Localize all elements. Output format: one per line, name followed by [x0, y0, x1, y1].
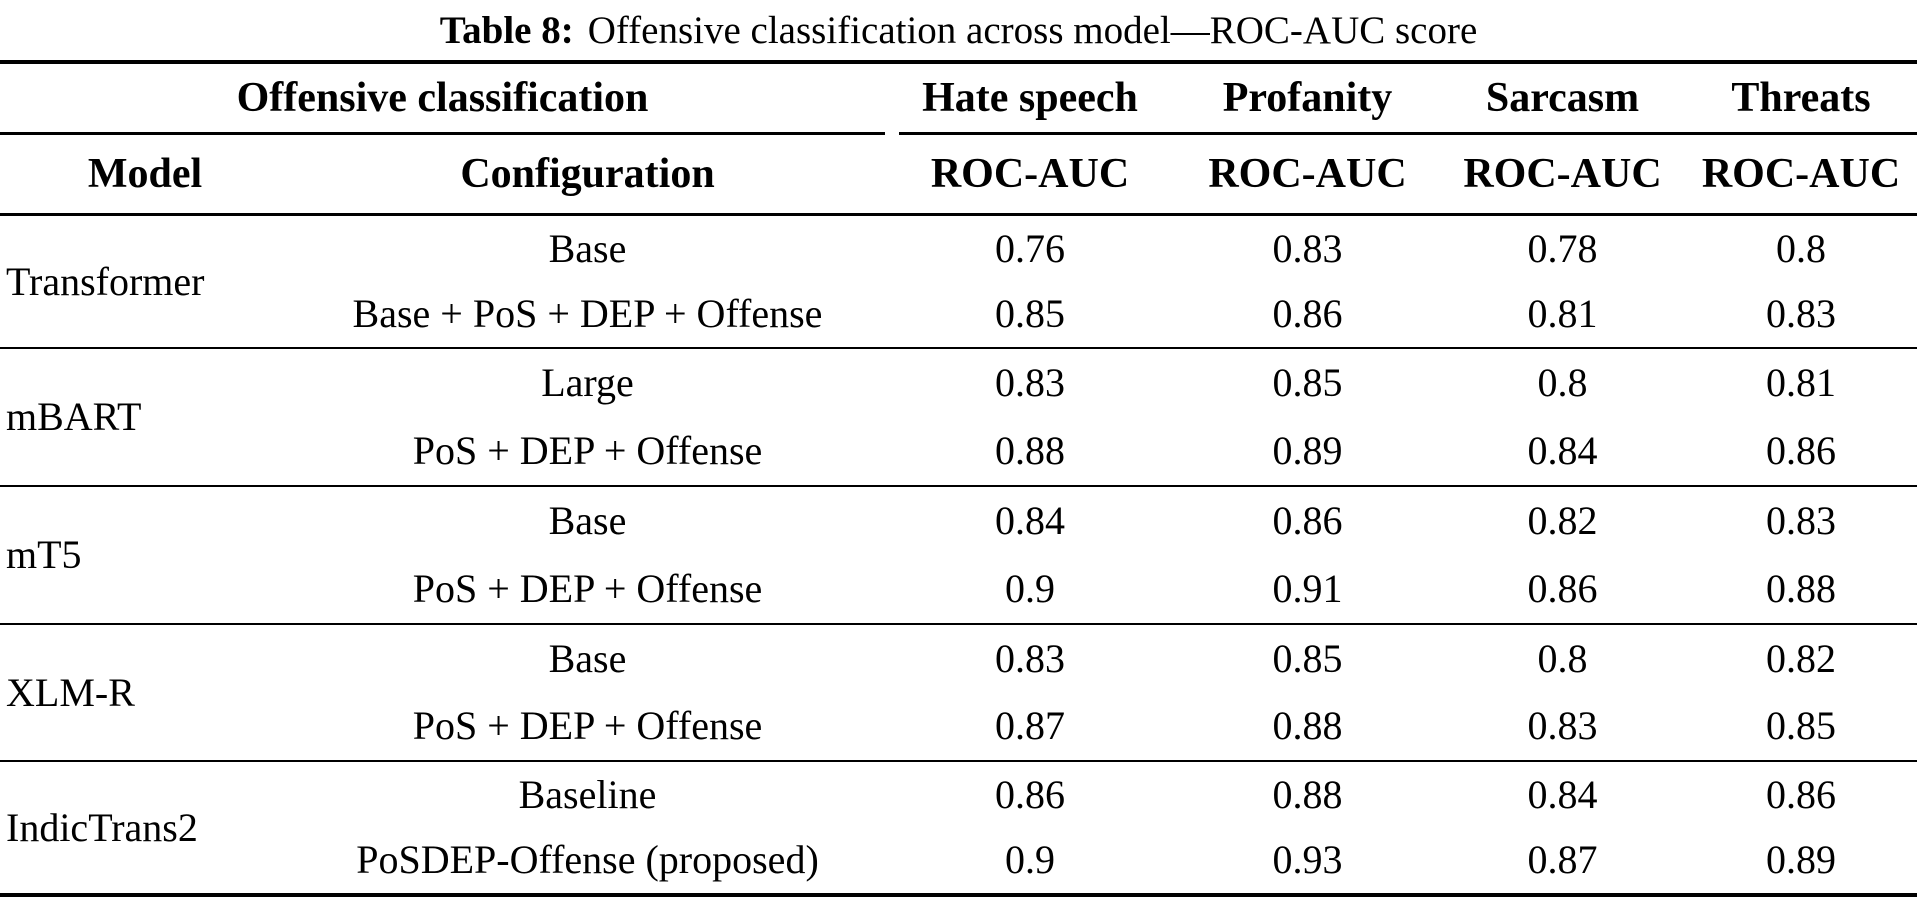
score-cell: 0.88 [1272, 771, 1343, 817]
score-cell: 0.91 [1272, 566, 1343, 611]
model-name: mBART [6, 394, 142, 439]
header-rocauc-sarcasm: ROC-AUC [1463, 151, 1662, 197]
cmid-rule-left [0, 132, 885, 135]
score-cell: 0.8 [1776, 225, 1826, 271]
score-cell: 0.88 [995, 428, 1065, 473]
model-group-transformer: Transformer Base 0.76 0.83 0.78 0.8 Base… [0, 216, 1917, 347]
score-cell: 0.81 [1766, 360, 1836, 405]
header-configuration: Configuration [460, 151, 715, 197]
score-cell: 0.89 [1272, 428, 1343, 473]
header-bottom-rule [0, 213, 1917, 216]
bottom-rule [0, 893, 1917, 897]
model-name: Transformer [6, 258, 205, 304]
score-cell: 0.88 [1272, 703, 1343, 749]
cmid-rule-right [899, 132, 1917, 135]
cmid-rule-row [0, 132, 1917, 135]
score-cell: 0.9 [1005, 837, 1055, 883]
score-cell: 0.84 [995, 498, 1065, 543]
config-cell: Base [548, 225, 627, 271]
score-cell: 0.83 [1766, 291, 1836, 337]
score-cell: 0.85 [1272, 360, 1343, 405]
config-cell: Base [548, 635, 627, 681]
model-group-indictrans2: IndicTrans2 Baseline 0.86 0.88 0.84 0.86… [0, 762, 1917, 893]
header-rocauc-profanity: ROC-AUC [1208, 151, 1407, 197]
score-cell: 0.82 [1766, 635, 1836, 681]
group-separator-rule [0, 623, 1917, 625]
score-cell: 0.86 [1527, 566, 1598, 611]
header-threats: Threats [1731, 75, 1871, 121]
score-cell: 0.86 [1272, 291, 1343, 337]
score-cell: 0.87 [1527, 837, 1598, 883]
score-cell: 0.83 [1272, 225, 1343, 271]
score-cell: 0.86 [1272, 498, 1343, 543]
config-cell: PoS + DEP + Offense [412, 566, 763, 611]
score-cell: 0.93 [1272, 837, 1343, 883]
model-name: IndicTrans2 [6, 804, 198, 850]
score-cell: 0.8 [1537, 635, 1588, 681]
header-row-categories: Offensive classification Hate speech Pro… [0, 64, 1917, 132]
config-cell: PoS + DEP + Offense [412, 428, 763, 473]
score-cell: 0.86 [1766, 428, 1836, 473]
score-cell: 0.83 [995, 635, 1065, 681]
score-cell: 0.83 [1766, 498, 1836, 543]
score-cell: 0.89 [1766, 837, 1836, 883]
model-group-xlmr: XLM-R Base 0.83 0.85 0.8 0.82 PoS + DEP … [0, 625, 1917, 760]
config-cell: PoS + DEP + Offense [412, 703, 763, 749]
score-cell: 0.9 [1005, 566, 1055, 611]
score-cell: 0.85 [1272, 635, 1343, 681]
score-cell: 0.84 [1527, 428, 1598, 473]
header-hate-speech: Hate speech [922, 75, 1138, 121]
score-cell: 0.8 [1537, 360, 1588, 405]
top-rule [0, 60, 1917, 64]
header-rocauc-threats: ROC-AUC [1701, 151, 1901, 197]
header-profanity: Profanity [1222, 75, 1393, 121]
header-group-offensive-classification: Offensive classification [236, 75, 649, 121]
score-cell: 0.85 [1766, 703, 1836, 749]
model-name: mT5 [6, 532, 82, 577]
score-cell: 0.83 [1527, 703, 1598, 749]
config-cell: PoSDEP-Offense (proposed) [356, 837, 819, 883]
header-rocauc-hate-speech: ROC-AUC [930, 151, 1130, 197]
config-cell: Large [541, 360, 634, 405]
score-cell: 0.86 [995, 771, 1065, 817]
score-cell: 0.76 [995, 225, 1065, 271]
score-cell: 0.81 [1527, 291, 1598, 337]
score-cell: 0.86 [1766, 771, 1836, 817]
score-cell: 0.82 [1527, 498, 1598, 543]
header-sarcasm: Sarcasm [1485, 75, 1640, 121]
score-cell: 0.85 [995, 291, 1065, 337]
config-cell: Base + PoS + DEP + Offense [352, 291, 823, 337]
group-separator-rule [0, 485, 1917, 487]
config-cell: Base [548, 498, 627, 543]
group-separator-rule [0, 347, 1917, 349]
table-caption: Table 8: Offensive classification across… [0, 0, 1917, 60]
table-caption-number: Table 8: [439, 8, 574, 52]
header-model: Model [87, 151, 203, 197]
model-name: XLM-R [6, 669, 135, 715]
config-cell: Baseline [518, 771, 657, 817]
cmid-rule-gap [885, 132, 899, 135]
header-row-columns: Model Configuration ROC-AUC ROC-AUC ROC-… [0, 135, 1917, 213]
model-group-mt5: mT5 Base 0.84 0.86 0.82 0.83 PoS + DEP +… [0, 487, 1917, 623]
score-cell: 0.78 [1527, 225, 1598, 271]
model-group-mbart: mBART Large 0.83 0.85 0.8 0.81 PoS + DEP… [0, 349, 1917, 485]
score-cell: 0.88 [1766, 566, 1836, 611]
score-cell: 0.84 [1527, 771, 1598, 817]
table-caption-text: Offensive classification across model—RO… [587, 8, 1478, 52]
score-cell: 0.83 [995, 360, 1065, 405]
score-cell: 0.87 [995, 703, 1065, 749]
group-separator-rule [0, 760, 1917, 762]
